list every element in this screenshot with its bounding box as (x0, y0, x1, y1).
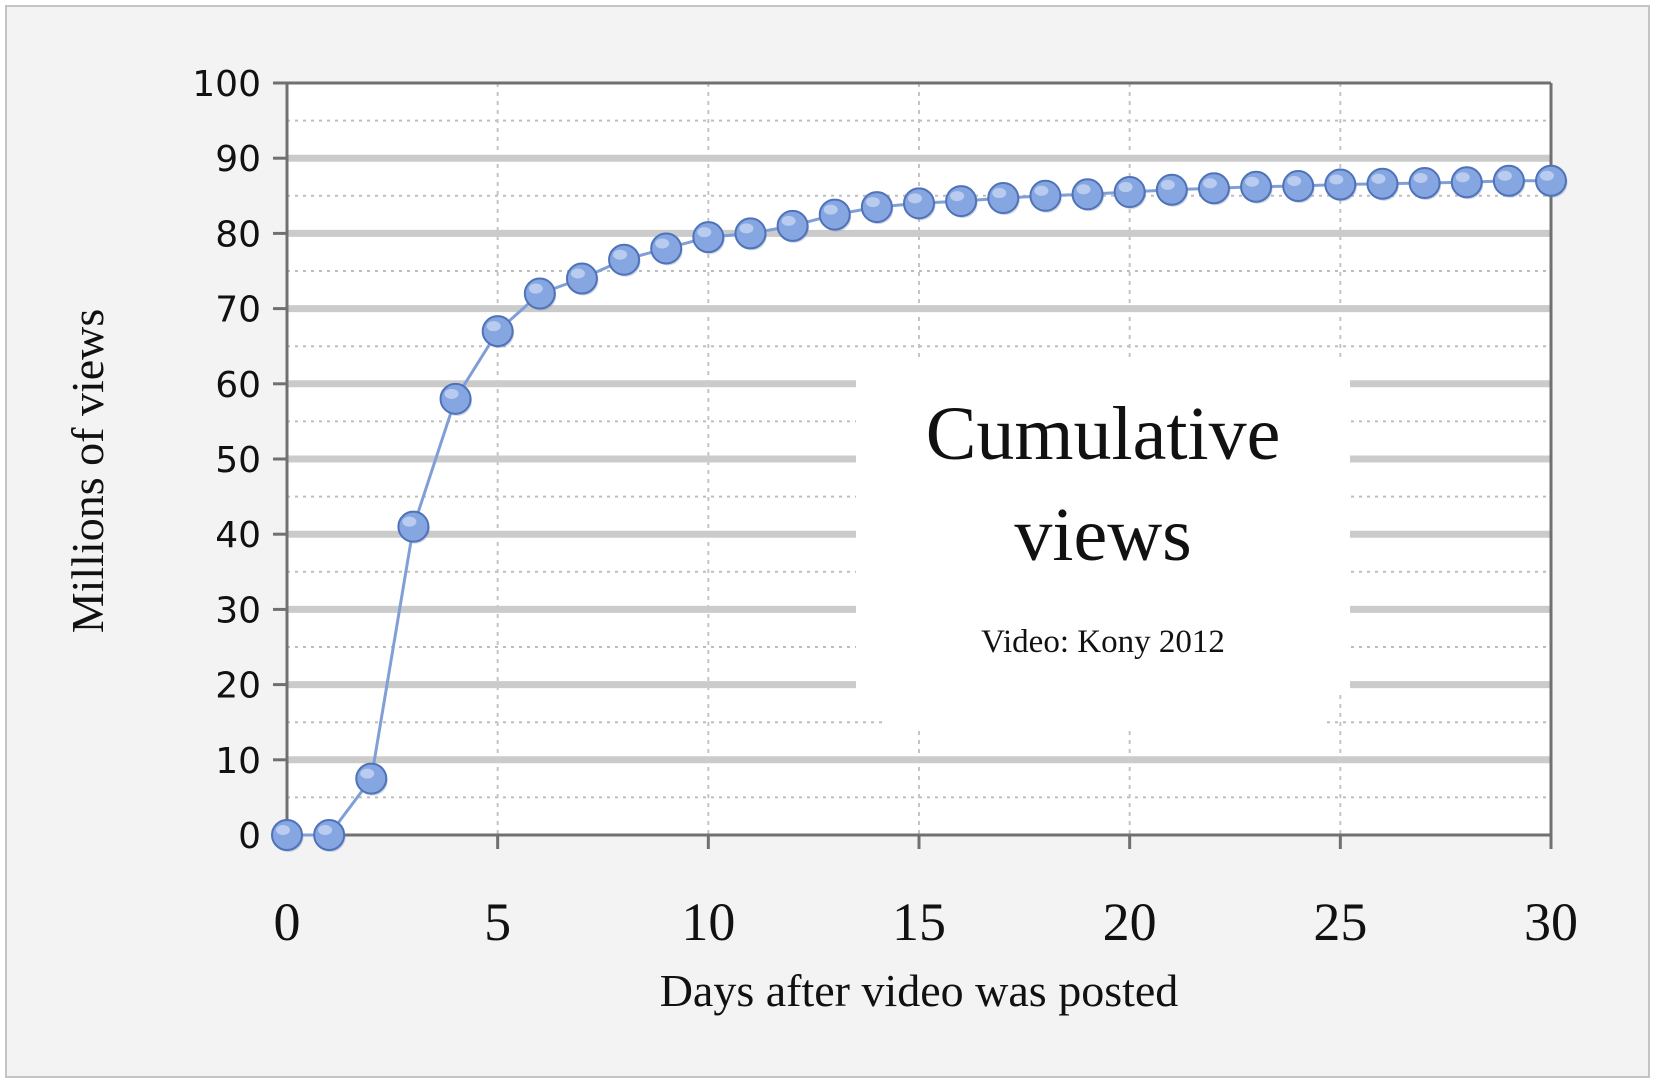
data-point-highlight (360, 768, 375, 779)
data-point-highlight (1455, 172, 1470, 183)
data-point (355, 762, 388, 795)
data-point-highlight (1118, 182, 1133, 193)
data-point (987, 182, 1020, 215)
data-point (608, 243, 641, 276)
data-point-highlight (613, 249, 628, 260)
x-tick-label: 0 (274, 892, 301, 952)
data-point-highlight (1413, 173, 1428, 184)
y-tick-label: 10 (215, 741, 261, 782)
x-axis-label: Days after video was posted (660, 965, 1179, 1016)
data-point-highlight (781, 215, 796, 226)
x-tick-labels: 0 5 10 15 20 25 30 (274, 892, 1579, 952)
data-point-highlight (1371, 173, 1386, 184)
x-tick-label: 25 (1313, 892, 1367, 952)
data-point-highlight (823, 204, 838, 215)
data-point-highlight (1287, 176, 1302, 187)
data-point (734, 217, 767, 250)
data-point (776, 209, 809, 242)
x-tick-label: 20 (1103, 892, 1157, 952)
data-point-highlight (528, 283, 543, 294)
y-tick-label: 0 (238, 816, 261, 857)
data-point-highlight (950, 191, 965, 202)
annotation-title-line1: Cumulative (926, 392, 1281, 476)
data-point (1492, 164, 1525, 197)
data-point (945, 185, 978, 218)
data-point-highlight (276, 825, 290, 835)
data-point-highlight (1540, 170, 1554, 181)
data-point (1366, 167, 1399, 200)
data-point (481, 315, 514, 348)
data-point (1450, 166, 1483, 199)
y-axis-label: Millions of views (62, 309, 113, 634)
data-point (860, 191, 893, 224)
data-point-highlight (402, 516, 417, 527)
data-point (397, 510, 430, 543)
data-point (903, 187, 935, 220)
data-point (1113, 176, 1146, 209)
data-point (1197, 172, 1230, 205)
data-point-highlight (655, 238, 670, 249)
data-point-highlight (444, 388, 459, 399)
annotation-background-lower (882, 690, 1322, 730)
y-tick-label: 100 (192, 64, 261, 105)
y-tick-labels: 0 10 20 30 40 50 60 70 80 90 100 (192, 64, 261, 857)
x-tick-label: 15 (892, 892, 946, 952)
data-point (1029, 179, 1062, 212)
annotation-box: Cumulative views Video: Kony 2012 (856, 360, 1350, 730)
data-point-highlight (908, 193, 922, 204)
data-point (1071, 178, 1104, 211)
y-tick-label: 50 (215, 440, 261, 481)
data-point-highlight (318, 825, 333, 835)
data-point-highlight (739, 223, 754, 234)
y-tick-label: 40 (215, 515, 261, 556)
data-point (818, 198, 851, 231)
data-point-highlight (1202, 178, 1217, 189)
data-point-highlight (570, 268, 585, 279)
data-point-highlight (1497, 170, 1512, 181)
y-tick-label: 70 (215, 290, 261, 331)
data-point (1240, 170, 1273, 203)
data-point (1535, 164, 1567, 197)
data-point-highlight (992, 188, 1007, 199)
y-tick-label: 20 (215, 666, 261, 707)
series-layer (271, 164, 1568, 852)
data-point (692, 221, 725, 254)
data-point (439, 382, 472, 415)
annotation-title-line2: views (1014, 493, 1191, 577)
x-tick-label: 5 (484, 892, 511, 952)
data-point-highlight (697, 227, 712, 238)
data-point (650, 232, 683, 265)
data-point (271, 819, 303, 851)
annotation-subtitle: Video: Kony 2012 (981, 624, 1225, 660)
x-tick-label: 30 (1524, 892, 1578, 952)
data-point (1282, 170, 1315, 203)
data-point-highlight (1076, 184, 1091, 195)
data-point (1155, 173, 1188, 206)
axes (273, 81, 1553, 849)
annotation-background (856, 360, 1350, 690)
data-point (313, 819, 346, 851)
y-tick-label: 90 (215, 139, 261, 180)
y-tick-label: 30 (215, 590, 261, 631)
data-point (523, 277, 556, 310)
y-tick-label: 60 (215, 365, 261, 406)
data-point-highlight (1034, 185, 1049, 196)
data-point-highlight (865, 197, 880, 208)
data-point (565, 262, 598, 295)
y-tick-label: 80 (215, 214, 261, 255)
data-point (1408, 167, 1441, 200)
data-point-highlight (1160, 179, 1175, 190)
data-point-highlight (1329, 174, 1344, 185)
x-tick-label: 10 (681, 892, 735, 952)
data-point-highlight (1245, 176, 1260, 187)
data-point-highlight (486, 321, 501, 332)
data-point (1324, 168, 1357, 201)
